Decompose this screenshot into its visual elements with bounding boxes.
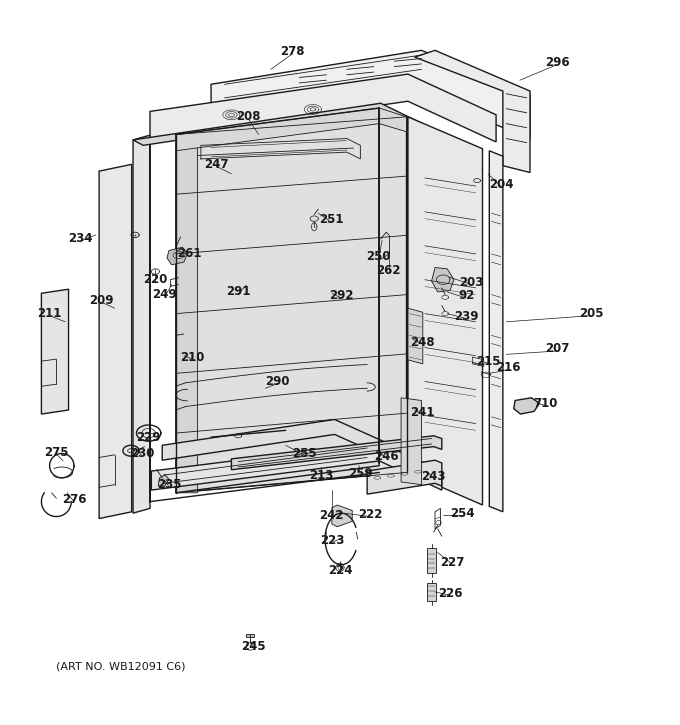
Text: 205: 205 xyxy=(579,307,603,320)
Text: 242: 242 xyxy=(320,510,344,523)
Text: 203: 203 xyxy=(460,276,484,289)
Text: 292: 292 xyxy=(329,289,354,302)
Text: 248: 248 xyxy=(411,336,435,349)
Polygon shape xyxy=(427,583,437,601)
Text: 223: 223 xyxy=(320,534,344,547)
Text: 278: 278 xyxy=(280,45,305,58)
Text: 259: 259 xyxy=(348,468,373,480)
Polygon shape xyxy=(133,103,442,145)
Text: 291: 291 xyxy=(226,286,250,299)
Text: 208: 208 xyxy=(236,110,260,123)
Text: (ART NO. WB12091 C6): (ART NO. WB12091 C6) xyxy=(56,661,186,671)
Text: 239: 239 xyxy=(454,310,479,323)
Polygon shape xyxy=(367,460,442,494)
Polygon shape xyxy=(175,130,197,493)
Polygon shape xyxy=(231,436,442,470)
Text: 211: 211 xyxy=(37,307,62,320)
Text: 226: 226 xyxy=(438,587,462,600)
Text: 222: 222 xyxy=(358,508,382,521)
Polygon shape xyxy=(41,289,69,414)
Text: 224: 224 xyxy=(328,563,352,576)
Text: 296: 296 xyxy=(545,56,569,69)
Polygon shape xyxy=(150,74,496,142)
Text: 245: 245 xyxy=(241,639,265,652)
Text: 204: 204 xyxy=(489,178,514,191)
Polygon shape xyxy=(99,165,132,518)
Polygon shape xyxy=(167,247,187,265)
Polygon shape xyxy=(513,398,539,414)
Text: 275: 275 xyxy=(44,446,69,459)
Text: 207: 207 xyxy=(545,342,569,355)
Text: 262: 262 xyxy=(377,265,401,278)
Text: 229: 229 xyxy=(137,431,161,444)
Text: 290: 290 xyxy=(265,375,290,388)
Text: 251: 251 xyxy=(319,213,343,226)
Polygon shape xyxy=(246,634,254,637)
Polygon shape xyxy=(408,308,423,364)
Text: 210: 210 xyxy=(180,351,204,363)
Text: 230: 230 xyxy=(130,447,154,460)
Text: 209: 209 xyxy=(89,294,114,307)
Text: 276: 276 xyxy=(62,493,86,506)
Text: 227: 227 xyxy=(440,555,464,568)
Polygon shape xyxy=(158,474,169,486)
Text: 247: 247 xyxy=(204,158,228,171)
Polygon shape xyxy=(175,108,407,151)
Text: 246: 246 xyxy=(374,450,398,463)
Polygon shape xyxy=(427,548,437,573)
Polygon shape xyxy=(432,268,454,292)
Polygon shape xyxy=(152,442,442,490)
Text: 261: 261 xyxy=(177,247,201,260)
Polygon shape xyxy=(133,135,150,513)
Polygon shape xyxy=(175,117,407,493)
Text: 255: 255 xyxy=(292,447,317,460)
Text: 234: 234 xyxy=(69,233,93,246)
Polygon shape xyxy=(415,50,530,173)
Text: 216: 216 xyxy=(496,362,521,374)
Polygon shape xyxy=(490,151,503,512)
Polygon shape xyxy=(211,50,530,138)
Text: 92: 92 xyxy=(458,289,475,302)
Text: 250: 250 xyxy=(367,250,391,263)
Text: 235: 235 xyxy=(156,478,182,491)
Text: 249: 249 xyxy=(152,288,177,301)
Polygon shape xyxy=(163,420,386,460)
Text: 213: 213 xyxy=(309,468,333,481)
Polygon shape xyxy=(401,398,422,484)
Text: 220: 220 xyxy=(143,273,167,286)
Polygon shape xyxy=(408,117,483,505)
Text: 710: 710 xyxy=(532,397,557,410)
Text: 215: 215 xyxy=(476,355,500,368)
Text: 243: 243 xyxy=(422,470,446,483)
Text: 254: 254 xyxy=(450,507,475,520)
Text: 241: 241 xyxy=(411,406,435,419)
Polygon shape xyxy=(332,505,352,527)
